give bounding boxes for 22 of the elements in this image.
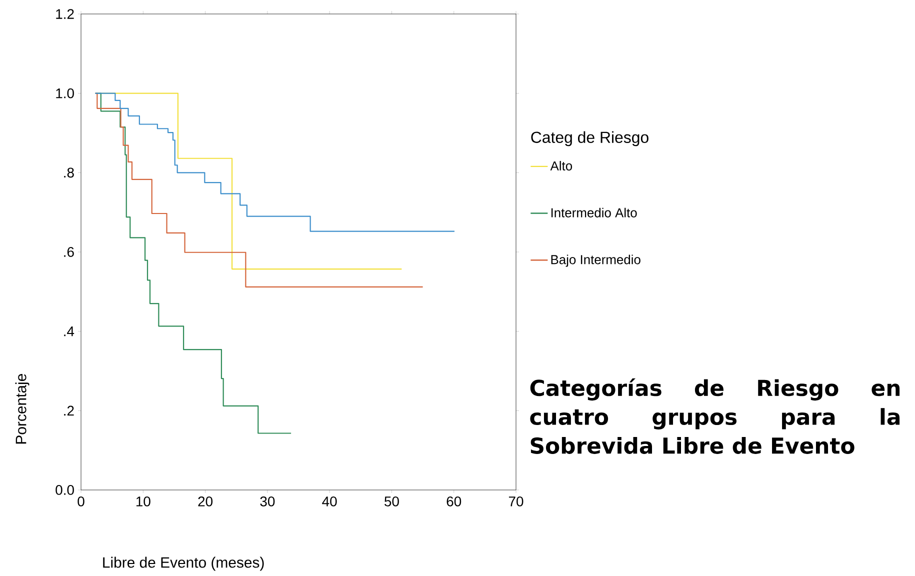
y-tick-label: .4 [64, 326, 74, 336]
x-tick-label: 0 [78, 496, 84, 506]
y-tick-label: .8 [64, 168, 74, 178]
x-tick-label: 70 [508, 496, 524, 506]
legend-label: Bajo Intermedio [551, 254, 640, 267]
x-tick-label: 40 [322, 496, 337, 506]
y-tick-label: 1.2 [56, 9, 74, 19]
y-tick-label: .6 [64, 247, 74, 257]
x-tick-label: 50 [384, 496, 399, 506]
x-axis-title: Libre de Evento (meses) [103, 556, 264, 571]
text: Categorías de Riesgo en cuatro grupos para la Sobrevida Libre de Evento [530, 378, 900, 454]
legend-label: Alto [550, 160, 572, 170]
legend-title: Categ de Riesgo [531, 131, 648, 146]
x-tick-label: 60 [446, 496, 462, 506]
legend-label: Intermedio Alto [551, 208, 637, 218]
x-tick-label: 30 [260, 496, 275, 506]
y-tick-label: 1.0 [56, 88, 74, 98]
y-tick-label: 0.0 [56, 485, 74, 495]
y-tick-label: .2 [64, 406, 74, 416]
y-axis-title: Porcentaje [15, 374, 30, 444]
x-tick-label: 10 [136, 496, 150, 506]
x-tick-label: 20 [198, 496, 213, 506]
